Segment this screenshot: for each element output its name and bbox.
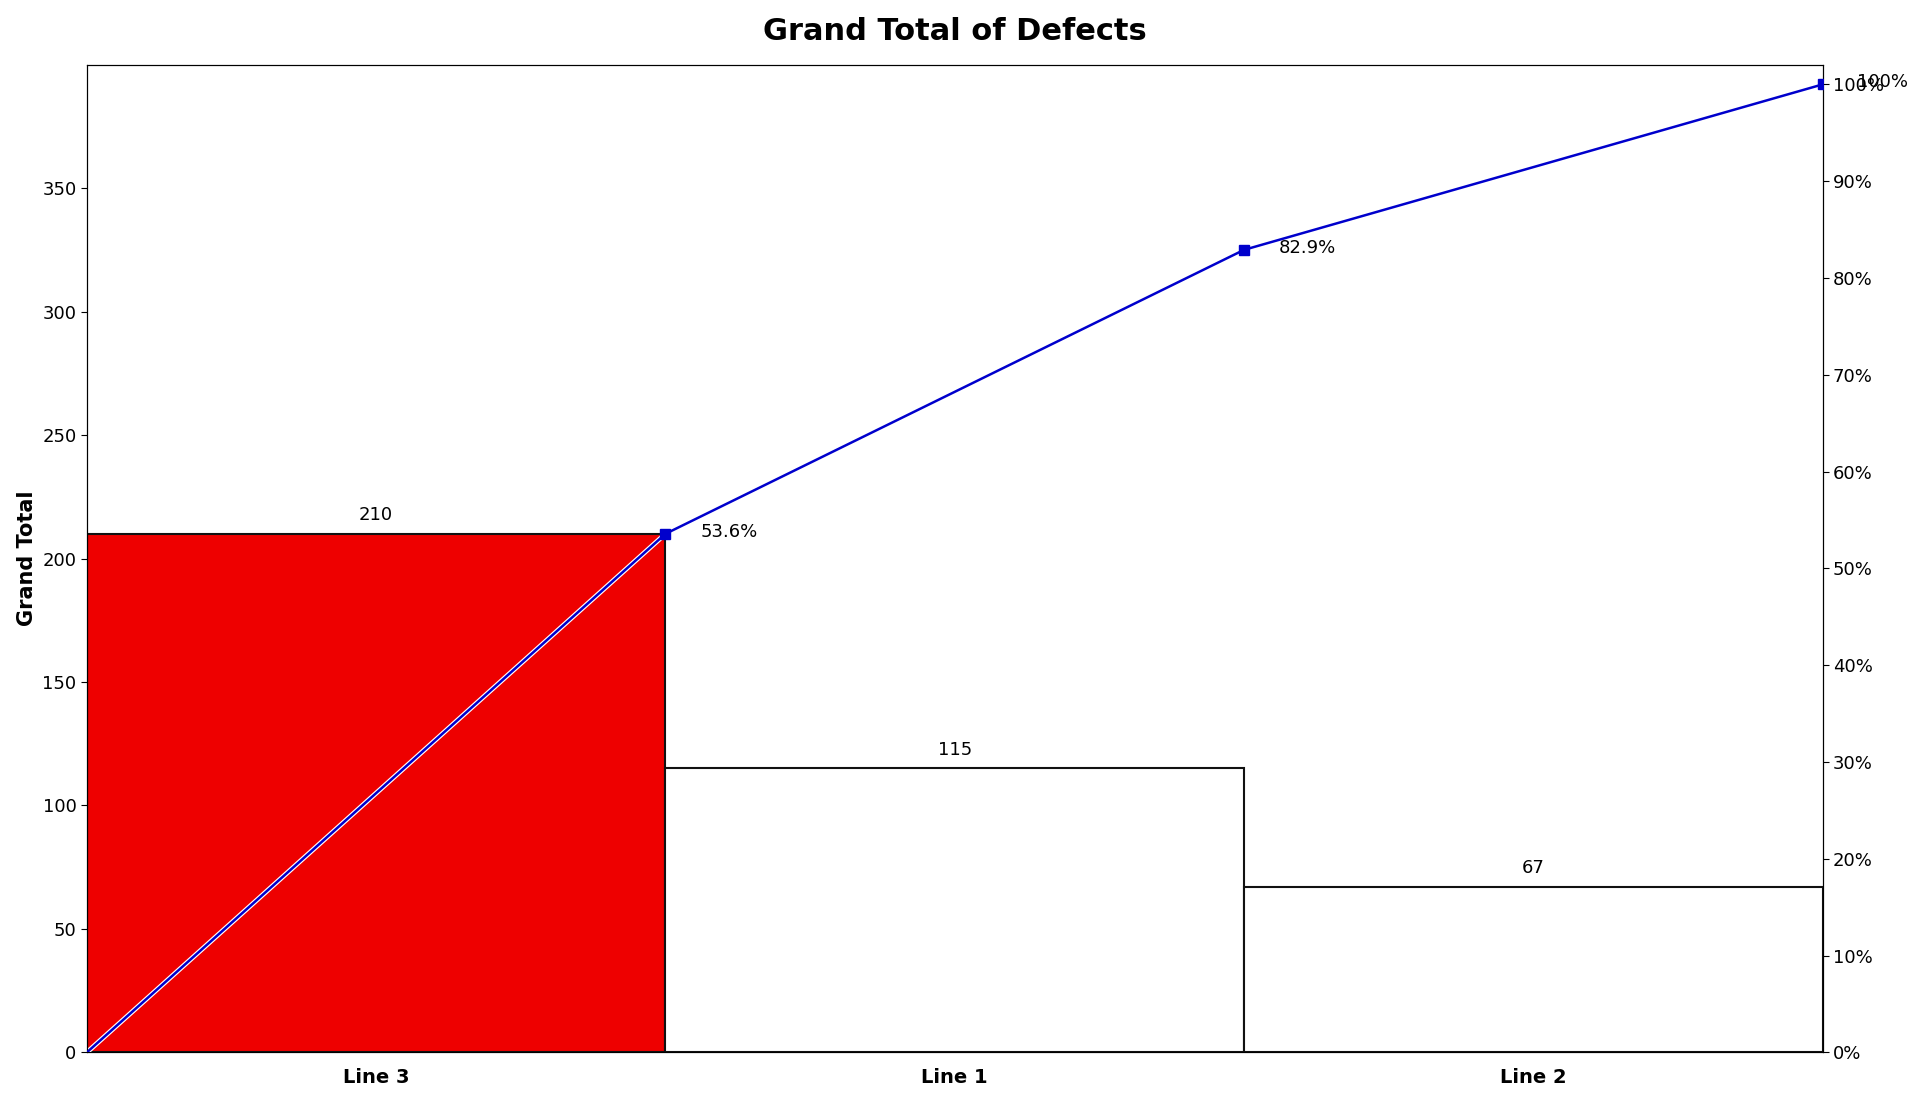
Text: 100%: 100% xyxy=(1857,74,1908,92)
Y-axis label: Grand Total: Grand Total xyxy=(17,491,36,626)
Text: 67: 67 xyxy=(1523,859,1546,877)
Bar xyxy=(86,534,666,1052)
Text: 53.6%: 53.6% xyxy=(701,523,756,541)
Bar xyxy=(1244,887,1822,1052)
Bar xyxy=(666,768,1244,1052)
Title: Grand Total of Defects: Grand Total of Defects xyxy=(762,17,1146,45)
Text: 210: 210 xyxy=(359,506,394,524)
Text: 82.9%: 82.9% xyxy=(1279,238,1336,257)
Text: 115: 115 xyxy=(937,741,972,758)
